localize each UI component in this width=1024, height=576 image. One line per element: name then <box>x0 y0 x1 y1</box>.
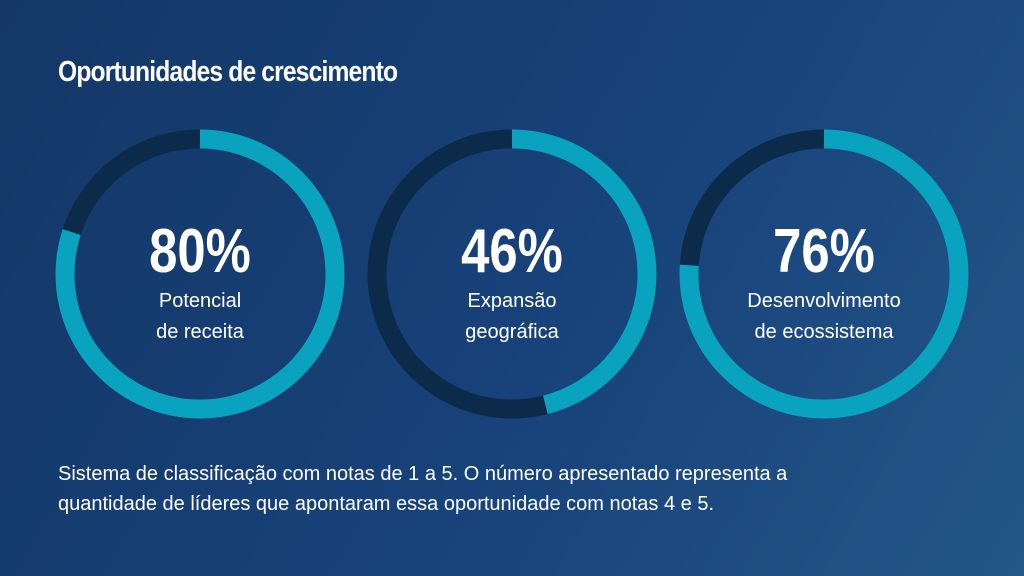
value-label: 46% <box>461 217 563 286</box>
footnote: Sistema de classificação com notas de 1 … <box>58 463 788 515</box>
category-label: Desenvolvimento de ecossistema <box>747 290 901 343</box>
value-label: 76% <box>773 217 875 286</box>
category-label: Expansão geográfica <box>465 290 559 343</box>
value-label: 80% <box>149 217 251 286</box>
category-label: Potencial de receita <box>156 290 244 343</box>
title: Oportunidades de crescimento <box>58 56 398 88</box>
gauge-arc <box>367 129 657 419</box>
gauge-arc <box>55 129 345 419</box>
gauge-arc <box>679 129 969 419</box>
